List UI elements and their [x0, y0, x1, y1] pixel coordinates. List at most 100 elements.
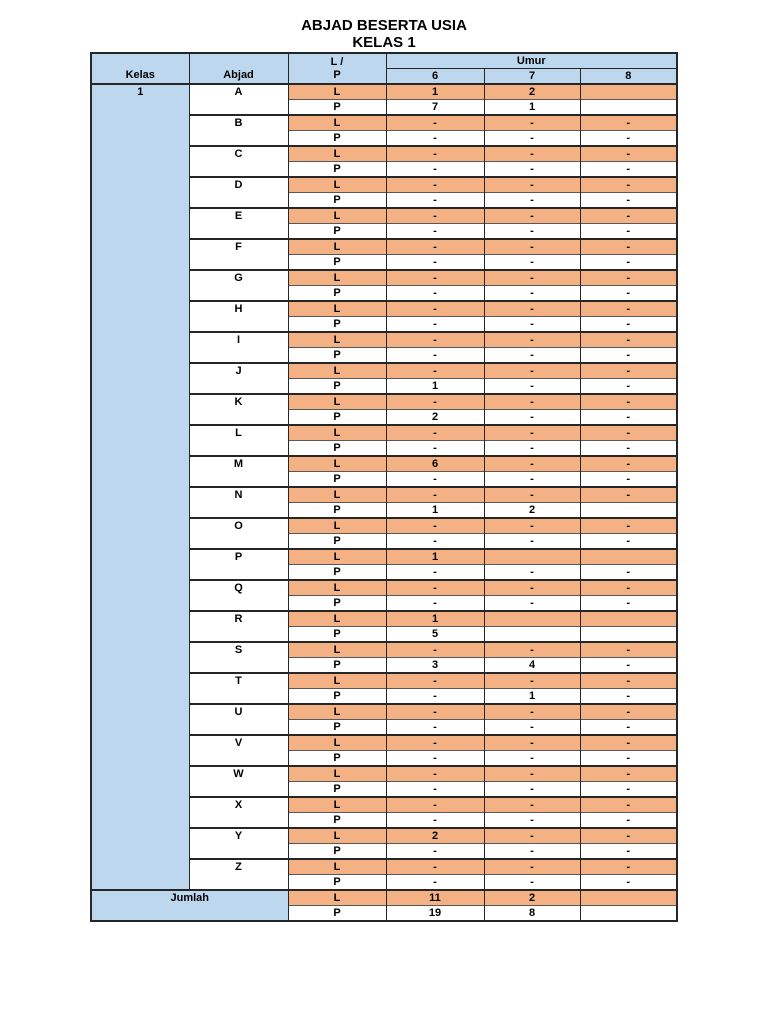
- total-cell-age-6: 19: [385, 905, 485, 921]
- abjad-cell-a: A: [188, 83, 289, 115]
- value-cell-age-8: -: [579, 207, 678, 224]
- total-cell-age-7: 8: [483, 905, 581, 921]
- value-cell-age-8: -: [579, 734, 678, 751]
- table-row-jumlah-l: Jumlah L 11 2: [90, 889, 678, 921]
- value-cell-age-8: -: [579, 672, 678, 689]
- lp-label-cell: L: [287, 300, 387, 317]
- value-cell-age-6: -: [385, 688, 485, 704]
- value-cell-age-7: -: [483, 579, 581, 596]
- kelas-value-cell: 1: [90, 83, 190, 890]
- lp-label-cell: P: [287, 316, 387, 332]
- value-cell-age-6: -: [385, 750, 485, 766]
- value-cell-age-6: 1: [385, 83, 485, 100]
- value-cell-age-8: -: [579, 347, 678, 363]
- value-cell-age-7: -: [483, 765, 581, 782]
- value-cell-age-6: 6: [385, 455, 485, 472]
- value-cell-age-8: -: [579, 285, 678, 301]
- value-cell-age-8: -: [579, 874, 678, 890]
- table-row-t-p: P-1-: [91, 688, 678, 704]
- lp-label-cell: P: [287, 564, 387, 580]
- value-cell-age-6: -: [385, 765, 485, 782]
- value-cell-age-6: 2: [385, 827, 485, 844]
- table-row-y-p: P---: [91, 843, 678, 859]
- value-cell-age-8: -: [579, 812, 678, 828]
- lp-label-cell: P: [287, 99, 387, 115]
- lp-label-cell: P: [287, 347, 387, 363]
- total-cell-age-6: 11: [385, 889, 485, 906]
- value-cell-age-8: -: [579, 719, 678, 735]
- value-cell-age-6: -: [385, 254, 485, 270]
- value-cell-age-6: -: [385, 161, 485, 177]
- abjad-cell-w: W: [188, 765, 289, 797]
- value-cell-age-7: -: [483, 161, 581, 177]
- header-lp: L / P: [287, 52, 387, 85]
- value-cell-age-8: -: [579, 765, 678, 782]
- value-cell-age-8: -: [579, 858, 678, 875]
- value-cell-age-8: -: [579, 362, 678, 379]
- value-cell-age-6: -: [385, 843, 485, 859]
- abjad-cell-m: M: [188, 455, 289, 487]
- value-cell-age-7: -: [483, 192, 581, 208]
- value-cell-age-7: -: [483, 223, 581, 239]
- value-cell-age-6: -: [385, 734, 485, 751]
- lp-label-cell: L: [287, 114, 387, 131]
- lp-label-cell: L: [287, 331, 387, 348]
- abjad-cell-l: L: [188, 424, 289, 456]
- value-cell-age-8: -: [579, 688, 678, 704]
- lp-label-cell: L: [287, 548, 387, 565]
- value-cell-age-6: -: [385, 812, 485, 828]
- value-cell-age-6: -: [385, 300, 485, 317]
- value-cell-age-8: -: [579, 486, 678, 503]
- lp-label-cell: L: [287, 269, 387, 286]
- header-age-7: 7: [483, 68, 581, 85]
- value-cell-age-7: -: [483, 672, 581, 689]
- value-cell-age-8: -: [579, 300, 678, 317]
- value-cell-age-6: 5: [385, 626, 485, 642]
- value-cell-age-7: -: [483, 130, 581, 146]
- value-cell-age-6: 1: [385, 502, 485, 518]
- value-cell-age-7: [483, 610, 581, 627]
- value-cell-age-8: [579, 548, 678, 565]
- lp-label-cell: L: [287, 362, 387, 379]
- value-cell-age-8: -: [579, 564, 678, 580]
- value-cell-age-8: -: [579, 471, 678, 487]
- abjad-cell-x: X: [188, 796, 289, 828]
- value-cell-age-8: -: [579, 641, 678, 658]
- lp-label-cell: L: [287, 579, 387, 596]
- value-cell-age-7: -: [483, 424, 581, 441]
- lp-label-cell: P: [287, 502, 387, 518]
- value-cell-age-7: -: [483, 812, 581, 828]
- lp-label-cell: P: [287, 874, 387, 890]
- value-cell-age-7: -: [483, 827, 581, 844]
- value-cell-age-7: -: [483, 238, 581, 255]
- value-cell-age-7: -: [483, 300, 581, 317]
- value-cell-age-8: -: [579, 331, 678, 348]
- lp-label-cell: P: [287, 626, 387, 642]
- lp-label-cell: P: [287, 688, 387, 704]
- abjad-cell-u: U: [188, 703, 289, 735]
- lp-label-cell: L: [287, 765, 387, 782]
- value-cell-age-8: -: [579, 440, 678, 456]
- value-cell-age-8: -: [579, 455, 678, 472]
- value-cell-age-6: -: [385, 192, 485, 208]
- header-umur: Umur: [385, 52, 678, 69]
- lp-label-cell: P: [287, 223, 387, 239]
- lp-label-cell: L: [287, 610, 387, 627]
- value-cell-age-6: -: [385, 223, 485, 239]
- table-row-l-p: P---: [91, 440, 678, 456]
- title-line-2: KELAS 1: [352, 34, 416, 51]
- header-age-6: 6: [385, 68, 485, 85]
